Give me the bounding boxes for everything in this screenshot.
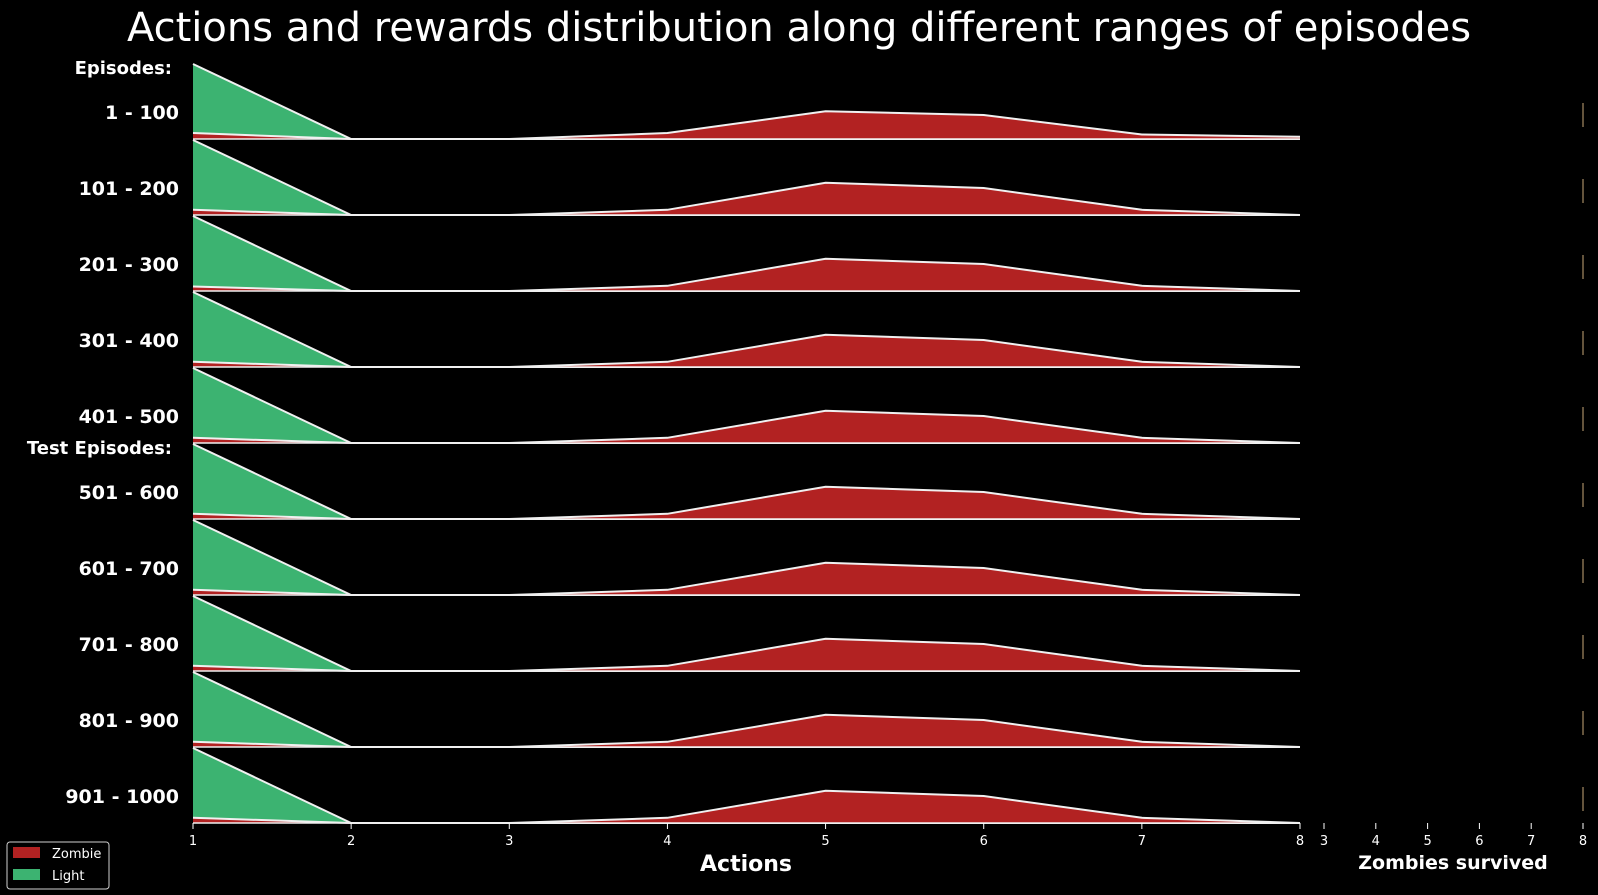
light-area bbox=[193, 64, 1300, 139]
legend: Zombie Light bbox=[6, 841, 110, 890]
row-label: 201 - 300 bbox=[79, 254, 179, 276]
x2-tick-label: 4 bbox=[1372, 834, 1380, 849]
x-axis-zombies: 3 4 5 6 7 8 bbox=[1320, 823, 1587, 849]
row-label: 901 - 1000 bbox=[65, 786, 179, 808]
x-axis-label-zombies: Zombies survived bbox=[1358, 852, 1548, 874]
ridge-row: 701 - 800 bbox=[79, 595, 1584, 672]
x2-tick-label: 8 bbox=[1579, 834, 1587, 849]
light-area bbox=[193, 216, 1300, 291]
ridge-row: 1 - 100 bbox=[105, 63, 1584, 140]
x2-tick-label: 6 bbox=[1475, 834, 1483, 849]
light-legend-swatch bbox=[13, 869, 40, 880]
row-label: 401 - 500 bbox=[79, 406, 179, 428]
light-area bbox=[193, 140, 1300, 215]
x-tick-label: 8 bbox=[1296, 834, 1304, 849]
x-axis-label-actions: Actions bbox=[700, 852, 792, 877]
zombie-area bbox=[193, 410, 1300, 443]
ridge-row: 301 - 400 bbox=[79, 291, 1584, 368]
zombie-area bbox=[193, 182, 1300, 215]
ridge-row: 501 - 600 bbox=[79, 443, 1584, 520]
light-area bbox=[193, 596, 1300, 671]
ridges-group: 1 - 100 101 - 200 201 - 300 301 - 400 401 - … bbox=[65, 63, 1584, 824]
light-area bbox=[193, 520, 1300, 595]
legend-label: Light bbox=[52, 869, 84, 884]
row-label: 501 - 600 bbox=[79, 482, 179, 504]
x-tick-label: 3 bbox=[505, 834, 513, 849]
x-tick-label: 2 bbox=[347, 834, 355, 849]
x-tick-label: 7 bbox=[1138, 834, 1146, 849]
light-area bbox=[193, 292, 1300, 367]
ridge-row: 201 - 300 bbox=[79, 215, 1584, 292]
x2-tick-label: 3 bbox=[1320, 834, 1328, 849]
zombie-area bbox=[193, 111, 1300, 139]
ridge-row: 601 - 700 bbox=[79, 519, 1584, 596]
row-label: 1 - 100 bbox=[105, 102, 179, 124]
x2-tick-label: 7 bbox=[1527, 834, 1535, 849]
row-label: 101 - 200 bbox=[79, 178, 179, 200]
zombie-area bbox=[193, 714, 1300, 747]
chart-title: Actions and rewards distribution along d… bbox=[127, 5, 1471, 51]
light-area bbox=[193, 368, 1300, 443]
ridge-row: 401 - 500 bbox=[79, 367, 1584, 444]
light-area bbox=[193, 444, 1300, 519]
light-area bbox=[193, 748, 1300, 823]
row-label: 801 - 900 bbox=[79, 710, 179, 732]
group-label-train: Episodes: bbox=[75, 58, 172, 79]
x-tick-label: 5 bbox=[821, 834, 829, 849]
ridge-row: 101 - 200 bbox=[79, 139, 1584, 216]
group-label-test: Test Episodes: bbox=[27, 438, 172, 459]
zombie-area bbox=[193, 334, 1300, 367]
zombie-area bbox=[193, 258, 1300, 291]
light-area bbox=[193, 672, 1300, 747]
zombie-area bbox=[193, 790, 1300, 823]
row-label: 301 - 400 bbox=[79, 330, 179, 352]
zombie-legend-swatch bbox=[13, 847, 40, 858]
x-tick-label: 4 bbox=[663, 834, 671, 849]
zombie-area bbox=[193, 638, 1300, 671]
x-axis-actions: 1 2 3 4 5 6 7 8 bbox=[189, 823, 1304, 849]
x-tick-label: 6 bbox=[980, 834, 988, 849]
row-label: 601 - 700 bbox=[79, 558, 179, 580]
row-label: 701 - 800 bbox=[79, 634, 179, 656]
legend-label: Zombie bbox=[52, 847, 101, 862]
x-tick-label: 1 bbox=[189, 834, 197, 849]
zombie-area bbox=[193, 562, 1300, 595]
x2-tick-label: 5 bbox=[1423, 834, 1431, 849]
ridge-row: 901 - 1000 bbox=[65, 747, 1584, 824]
ridge-row: 801 - 900 bbox=[79, 671, 1584, 748]
zombie-area bbox=[193, 486, 1300, 519]
